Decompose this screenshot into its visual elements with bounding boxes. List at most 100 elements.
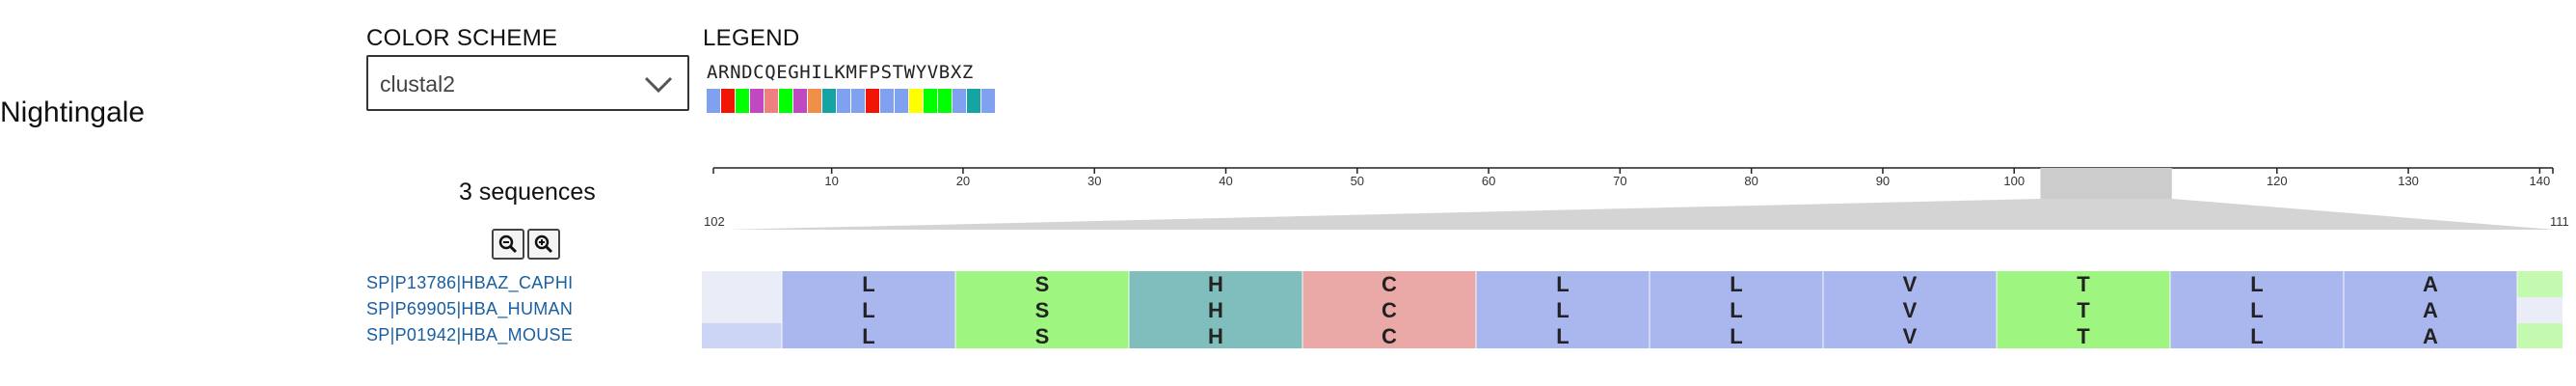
zoom-in-button[interactable]	[527, 229, 560, 260]
legend-swatch	[807, 89, 822, 113]
legend-swatch	[764, 89, 779, 113]
residue-cell[interactable]	[1823, 271, 1997, 297]
residue-cell-partial	[2517, 297, 2563, 323]
residue-cell[interactable]	[1129, 323, 1302, 348]
ruler-ticks: 102030405060708090100110120130140	[712, 168, 2554, 188]
legend-swatches	[707, 89, 996, 113]
ruler-tick-label: 120	[2267, 174, 2288, 188]
residue-cell[interactable]	[782, 297, 955, 323]
sequence-name[interactable]: SP|P69905|HBA_HUMAN	[366, 299, 574, 318]
residue-cell[interactable]	[955, 297, 1129, 323]
residue-cell[interactable]	[2344, 271, 2517, 297]
residue-letter: T	[2077, 298, 2090, 322]
residue-cell[interactable]	[1650, 271, 1823, 297]
sequence-name[interactable]: SP|P01942|HBA_MOUSE	[366, 325, 574, 345]
residue-cell[interactable]	[1823, 297, 1997, 323]
residue-cell[interactable]	[1302, 297, 1476, 323]
legend-label: LEGEND	[703, 25, 800, 51]
residue-cell[interactable]	[1476, 271, 1650, 297]
color-scheme-label: COLOR SCHEME	[366, 25, 558, 51]
navigation-window-highlight[interactable]	[2040, 168, 2172, 199]
ruler-tick-label: 90	[1876, 174, 1890, 188]
residue-cell[interactable]	[1650, 323, 1823, 348]
residue-cell[interactable]	[955, 271, 1129, 297]
ruler-tick-label: 60	[1482, 174, 1495, 188]
residue-letter: C	[1382, 298, 1397, 322]
window-end-label: 111	[2550, 214, 2569, 229]
residue-cell[interactable]	[1823, 323, 1997, 348]
residue-letter: C	[1382, 272, 1397, 296]
legend-swatch	[749, 89, 765, 113]
legend-swatch	[821, 89, 837, 113]
residue-letter: A	[2423, 272, 2438, 296]
legend-swatch	[778, 89, 793, 113]
residue-letter: L	[1730, 324, 1742, 348]
sequence-name[interactable]: SP|P13786|HBAZ_CAPHI	[366, 273, 574, 292]
ruler-tick-label: 10	[824, 174, 838, 188]
legend-swatch	[850, 89, 866, 113]
residue-cell[interactable]	[955, 323, 1129, 348]
ruler-tick-label: 40	[1219, 174, 1232, 188]
residue-cell-partial	[2517, 271, 2563, 297]
residue-letter: L	[862, 324, 874, 348]
legend-letters: ARNDCQEGHILKMFPSTWYVBXZ	[707, 62, 974, 83]
residue-letter: H	[1208, 272, 1223, 296]
residue-cell[interactable]	[1302, 323, 1476, 348]
legend-swatch	[908, 89, 924, 113]
residue-cell[interactable]	[2344, 297, 2517, 323]
legend-swatch	[980, 89, 996, 113]
residue-cell[interactable]	[1997, 323, 2170, 348]
legend-swatch	[923, 89, 938, 113]
residue-cell[interactable]	[2170, 323, 2344, 348]
residue-letter: L	[2250, 324, 2263, 348]
legend-swatch	[720, 89, 736, 113]
residue-letter: A	[2423, 298, 2438, 322]
residue-letter: L	[1730, 272, 1742, 296]
ruler-tick-label: 100	[2003, 174, 2025, 188]
residue-cell[interactable]	[1997, 271, 2170, 297]
legend-swatch	[879, 89, 895, 113]
residue-cell[interactable]	[1129, 271, 1302, 297]
residue-cell-partial	[702, 323, 782, 348]
zoom-in-icon	[534, 234, 553, 254]
residue-letter: V	[1903, 298, 1918, 322]
legend-swatch	[792, 89, 808, 113]
msa-alignment-grid[interactable]: L S H C L L V T L AL S H C L L V T L AL S H C L L V T L A	[702, 271, 2563, 348]
residue-cell[interactable]	[2170, 271, 2344, 297]
navigation-ruler[interactable]: 102030405060708090100110120130140 102 11…	[702, 159, 2569, 236]
residue-cell[interactable]	[2344, 323, 2517, 348]
residue-cell[interactable]	[1476, 323, 1650, 348]
zoom-out-button[interactable]	[492, 229, 524, 260]
ruler-tick-label: 30	[1087, 174, 1101, 188]
residue-letter: H	[1208, 298, 1223, 322]
ruler-tick-label: 50	[1351, 174, 1364, 188]
legend-swatch	[966, 89, 981, 113]
residue-letter: S	[1035, 298, 1050, 322]
residue-cell[interactable]	[1997, 297, 2170, 323]
residue-letter: V	[1903, 272, 1918, 296]
legend-swatch	[937, 89, 953, 113]
residue-letter: A	[2423, 324, 2438, 348]
color-scheme-select[interactable]: clustal2	[366, 55, 689, 111]
residue-letter: C	[1382, 324, 1397, 348]
residue-cell[interactable]	[782, 271, 955, 297]
residue-letter: V	[1903, 324, 1918, 348]
residue-letter: S	[1035, 324, 1050, 348]
ruler-tick-label: 70	[1613, 174, 1626, 188]
residue-cell[interactable]	[782, 323, 955, 348]
residue-cell-partial	[702, 297, 782, 323]
ruler-tick-label: 130	[2398, 174, 2419, 188]
residue-letter: L	[1730, 298, 1742, 322]
chevron-down-icon	[644, 76, 673, 94]
residue-letter: L	[862, 272, 874, 296]
residue-cell[interactable]	[2170, 297, 2344, 323]
residue-letter: T	[2077, 324, 2090, 348]
residue-cell[interactable]	[1476, 297, 1650, 323]
residue-letter: L	[1556, 324, 1569, 348]
residue-cell[interactable]	[1129, 297, 1302, 323]
legend-swatch	[894, 89, 909, 113]
residue-cell[interactable]	[1302, 271, 1476, 297]
window-start-label: 102	[704, 214, 725, 229]
residue-cell[interactable]	[1650, 297, 1823, 323]
app-title: Nightingale	[0, 96, 146, 128]
